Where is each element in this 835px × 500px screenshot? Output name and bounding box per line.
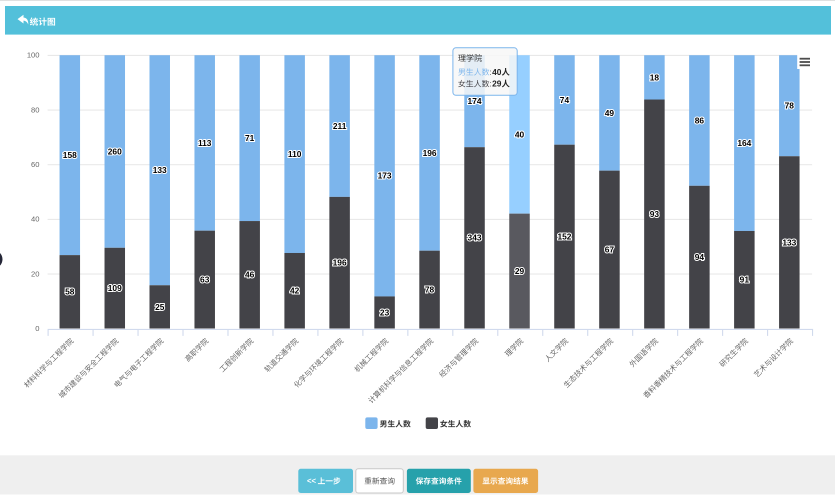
svg-text:173: 173 <box>378 171 392 181</box>
svg-text:49: 49 <box>605 108 615 118</box>
svg-text:78: 78 <box>425 285 435 295</box>
svg-text:67: 67 <box>605 244 615 254</box>
svg-text:211: 211 <box>333 121 347 131</box>
svg-text:<<: << <box>307 477 317 486</box>
svg-text:60: 60 <box>31 160 39 169</box>
svg-text:343: 343 <box>468 233 482 243</box>
svg-text:20: 20 <box>31 269 39 278</box>
svg-text:58: 58 <box>65 287 75 297</box>
svg-text:158: 158 <box>63 150 77 160</box>
svg-text:109: 109 <box>108 283 122 293</box>
svg-text:113: 113 <box>198 138 212 148</box>
svg-text:196: 196 <box>333 258 347 268</box>
svg-text:174: 174 <box>468 96 482 106</box>
svg-text:78: 78 <box>785 101 795 111</box>
svg-text:133: 133 <box>782 237 796 247</box>
svg-text::: : <box>490 80 492 89</box>
svg-text:100: 100 <box>27 51 40 60</box>
svg-text:260: 260 <box>108 146 122 156</box>
svg-text:196: 196 <box>423 148 437 158</box>
svg-text:25: 25 <box>155 302 165 312</box>
svg-text:133: 133 <box>153 165 167 175</box>
svg-text:71: 71 <box>245 133 255 143</box>
svg-text:29: 29 <box>492 79 502 89</box>
svg-text::: : <box>490 68 492 77</box>
svg-text:91: 91 <box>740 275 750 285</box>
svg-text:93: 93 <box>650 209 660 219</box>
svg-text:164: 164 <box>737 138 751 148</box>
svg-text:152: 152 <box>557 231 571 241</box>
svg-text:29: 29 <box>515 266 525 276</box>
svg-text:86: 86 <box>695 115 705 125</box>
svg-text:110: 110 <box>288 149 302 159</box>
svg-text:18: 18 <box>650 72 660 82</box>
svg-text:40: 40 <box>31 215 39 224</box>
svg-text:46: 46 <box>245 270 255 280</box>
svg-text:94: 94 <box>695 252 705 262</box>
svg-text:40: 40 <box>515 129 525 139</box>
svg-text:80: 80 <box>31 105 39 114</box>
svg-text:42: 42 <box>290 286 300 296</box>
svg-text:40: 40 <box>492 67 502 77</box>
svg-text:0: 0 <box>35 324 39 333</box>
svg-text:23: 23 <box>380 307 390 317</box>
svg-text:63: 63 <box>200 274 210 284</box>
svg-text:74: 74 <box>560 95 570 105</box>
